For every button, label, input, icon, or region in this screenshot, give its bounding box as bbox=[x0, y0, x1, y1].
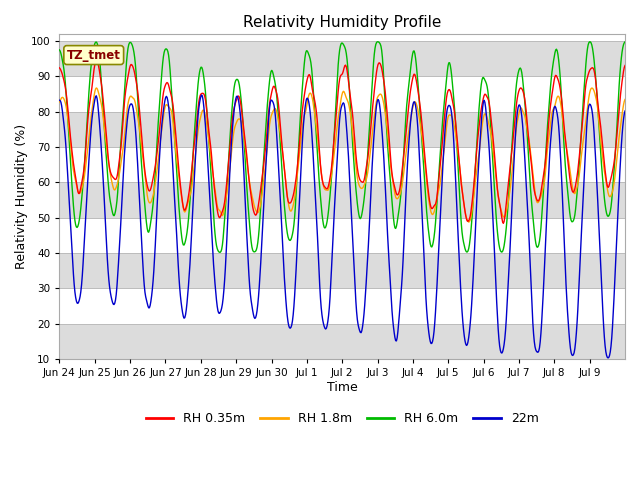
Bar bbox=[60, 253, 625, 288]
Text: TZ_tmet: TZ_tmet bbox=[67, 48, 121, 61]
X-axis label: Time: Time bbox=[327, 381, 358, 394]
Legend: RH 0.35m, RH 1.8m, RH 6.0m, 22m: RH 0.35m, RH 1.8m, RH 6.0m, 22m bbox=[141, 408, 544, 431]
Bar bbox=[60, 324, 625, 359]
Bar bbox=[60, 112, 625, 147]
Bar bbox=[60, 182, 625, 217]
Y-axis label: Relativity Humidity (%): Relativity Humidity (%) bbox=[15, 124, 28, 269]
Title: Relativity Humidity Profile: Relativity Humidity Profile bbox=[243, 15, 442, 30]
Bar bbox=[60, 41, 625, 76]
